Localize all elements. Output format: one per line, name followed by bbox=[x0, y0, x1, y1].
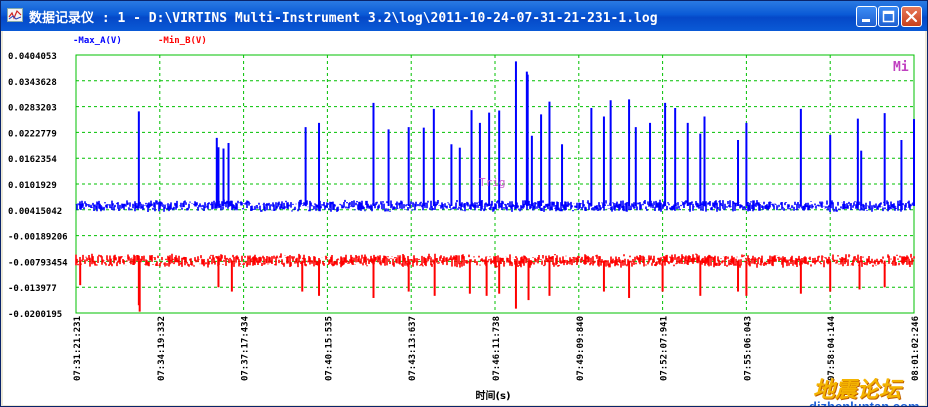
x-axis-title: 时间(s) bbox=[475, 389, 510, 402]
data-logger-chart[interactable]: -Max_A(V) -Min_B(V) 0.04040530.03436280.0… bbox=[3, 31, 925, 405]
y-tick-label: 0.0404053 bbox=[8, 52, 57, 62]
x-tick-label: 07:52:07:941 bbox=[660, 316, 670, 381]
close-button[interactable] bbox=[901, 6, 922, 27]
x-tick-label: 07:37:17:434 bbox=[241, 315, 251, 381]
y-tick-label: -0.00189206 bbox=[8, 233, 68, 243]
trigger-label: Trig bbox=[479, 176, 506, 189]
x-tick-label: 07:34:19:332 bbox=[157, 316, 167, 381]
legend: -Max_A(V) -Min_B(V) bbox=[73, 35, 207, 46]
series-max-a bbox=[75, 61, 915, 212]
x-tick-label: 07:40:15:535 bbox=[324, 316, 334, 381]
y-tick-label: -0.00793454 bbox=[8, 258, 68, 268]
y-tick-label: 0.0101929 bbox=[8, 181, 57, 191]
legend-entry: -Max_A(V) bbox=[73, 36, 122, 46]
y-tick-label: 0.0343628 bbox=[8, 78, 57, 88]
watermark-url: dizhenluntan.com bbox=[809, 399, 920, 407]
x-tick-label: 07:43:13:637 bbox=[408, 316, 418, 381]
series-group bbox=[75, 61, 915, 312]
chart-area: -Max_A(V) -Min_B(V) 0.0404053 0.0343628 0.0… bbox=[3, 31, 925, 407]
x-tick-label: 08:01:02:246 bbox=[911, 316, 921, 381]
legend-entry: -Min_B(V) bbox=[158, 35, 207, 46]
y-axis: 0.0404053 0.0343628 0.0283203 0.0222779 0.01… bbox=[8, 52, 68, 320]
y-tick-label: 0.0222779 bbox=[8, 129, 57, 139]
series-trace bbox=[75, 199, 914, 212]
close-icon bbox=[905, 10, 918, 23]
maximize-icon bbox=[882, 10, 895, 23]
x-tick-label: 07:58:04:144 bbox=[827, 315, 837, 381]
series-min-b bbox=[75, 253, 915, 312]
corner-label: Mi bbox=[893, 60, 909, 75]
y-tick-label: 0.0283203 bbox=[8, 104, 57, 114]
chart-icon[interactable] bbox=[7, 8, 23, 22]
window-title: 数据记录仪 : 1 - D:\VIRTINS Multi-Instrument … bbox=[29, 11, 658, 26]
x-tick-label: 07:31:21:231 bbox=[73, 316, 83, 381]
watermark-text: 地震论坛 bbox=[813, 377, 902, 403]
series-trace bbox=[75, 253, 915, 268]
title-bar[interactable]: 数据记录仪 : 1 - D:\VIRTINS Multi-Instrument … bbox=[1, 1, 927, 31]
x-axis: 07:31:21:231 07:34:19:332 07:37:17:434 07:4… bbox=[73, 315, 921, 381]
y-tick-label: 0.00415042 bbox=[8, 207, 62, 217]
y-tick-label: -0.013977 bbox=[8, 284, 57, 294]
x-tick-label: 07:49:09:840 bbox=[576, 316, 586, 381]
y-tick-label: 0.0162354 bbox=[8, 155, 57, 165]
minimize-button[interactable] bbox=[856, 6, 877, 27]
x-tick-label: 07:55:06:043 bbox=[743, 316, 753, 381]
minimize-icon bbox=[862, 19, 870, 22]
x-tick-label: 07:46:11:738 bbox=[492, 316, 502, 381]
y-tick-label: -0.0200195 bbox=[8, 310, 62, 320]
maximize-button[interactable] bbox=[878, 6, 899, 27]
watermark: 地震论坛 dizhenluntan.com bbox=[809, 372, 920, 407]
